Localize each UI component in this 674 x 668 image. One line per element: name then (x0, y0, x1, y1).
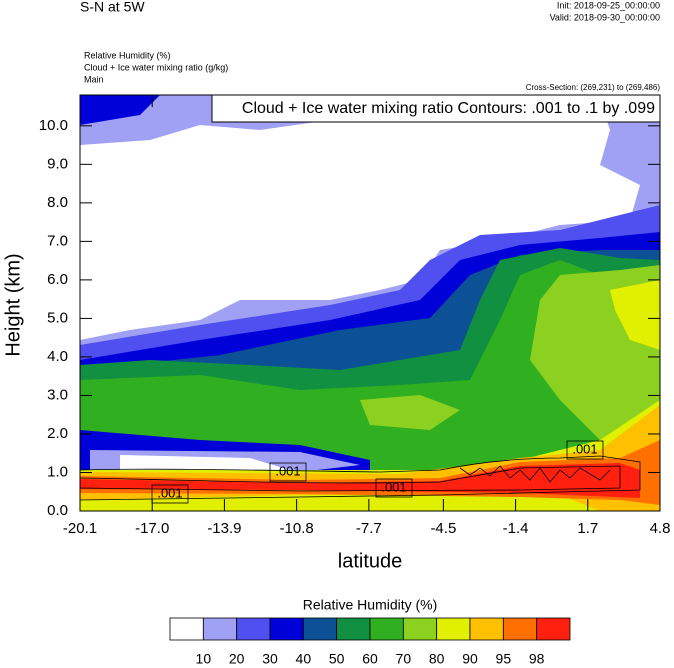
colorbar-box (469, 617, 504, 641)
contour-note-box (211, 94, 661, 123)
field-name: Relative Humidity (%) (84, 50, 171, 60)
contour-region (610, 280, 660, 350)
y-tick-label: 5.0 (47, 309, 68, 326)
colorbar-box (169, 617, 204, 641)
x-tick-label: -17.0 (135, 520, 169, 537)
field-name: Cloud + Ice water mixing ratio (g/kg) (84, 62, 228, 72)
colorbar-box (536, 617, 571, 641)
colorbar-title: Relative Humidity (%) (303, 597, 438, 613)
x-tick-label: 1.7 (577, 520, 598, 537)
colorbar-box (302, 617, 338, 641)
y-tick-label: 0.0 (47, 502, 68, 519)
colorbar-label: 50 (329, 651, 345, 667)
y-tick-label: 8.0 (47, 194, 68, 211)
y-axis-label: Height (km) (2, 253, 24, 356)
colorbar-label: 80 (429, 651, 445, 667)
init-time: Init: 2018-09-25_00:00:00 (557, 0, 660, 10)
colorbar-box (369, 617, 404, 641)
colorbar-box (269, 617, 304, 641)
contour-note: Cloud + Ice water mixing ratio Contours:… (242, 100, 655, 117)
x-tick-label: -1.4 (503, 520, 529, 537)
valid-time: Valid: 2018-09-30_00:00:00 (550, 12, 660, 22)
colorbar-box (336, 617, 371, 641)
contour-label-box (566, 440, 604, 460)
x-tick-label: -7.7 (356, 520, 382, 537)
field-name: Main (84, 74, 104, 84)
colorbar-label: 30 (262, 651, 278, 667)
contour-label-box (269, 462, 307, 482)
x-tick-label: -4.5 (430, 520, 456, 537)
colorbar-label: 60 (362, 651, 378, 667)
colorbar-label: 70 (396, 651, 412, 667)
x-axis-label: latitude (338, 550, 403, 572)
colorbar-box (202, 617, 238, 641)
colorbar-box (402, 617, 438, 641)
contour-label-box (375, 478, 413, 498)
colorbar-label: 95 (496, 651, 512, 667)
x-tick-label: -20.1 (63, 520, 97, 537)
x-tick-label: -10.8 (280, 520, 314, 537)
y-tick-label: 4.0 (47, 348, 68, 365)
contour-line (79, 465, 621, 492)
colorbar-box (236, 617, 271, 641)
x-tick-label: 4.8 (650, 520, 671, 537)
colorbar-box (436, 617, 471, 641)
cross-section: Cross-Section: (269,231) to (269,486) (526, 83, 661, 92)
contour-region (80, 95, 160, 125)
contour-label: .001 (381, 479, 406, 494)
y-tick-label: 3.0 (47, 386, 68, 403)
colorbar-label: 20 (229, 651, 245, 667)
contour-line (459, 465, 611, 483)
colorbar-label: 98 (529, 651, 545, 667)
y-tick-label: 7.0 (47, 232, 68, 249)
colorbar-label: 90 (462, 651, 478, 667)
contour-label: .001 (157, 485, 182, 500)
x-tick-label: -13.9 (207, 520, 241, 537)
colorbar-label: 10 (196, 651, 212, 667)
contour-label-box (151, 484, 189, 504)
contour-label: .001 (275, 463, 300, 478)
y-tick-label: 2.0 (47, 425, 68, 442)
y-tick-label: 9.0 (47, 155, 68, 172)
chart-title: S-N at 5W (80, 0, 145, 15)
contour-region (80, 100, 640, 340)
colorbar-box (502, 617, 538, 641)
y-tick-label: 6.0 (47, 271, 68, 288)
contour-region (120, 455, 290, 472)
contour-region (360, 395, 460, 430)
y-tick-label: 10.0 (39, 117, 68, 134)
y-tick-label: 1.0 (47, 463, 68, 480)
colorbar-label: 40 (296, 651, 312, 667)
contour-label: .001 (572, 441, 597, 456)
